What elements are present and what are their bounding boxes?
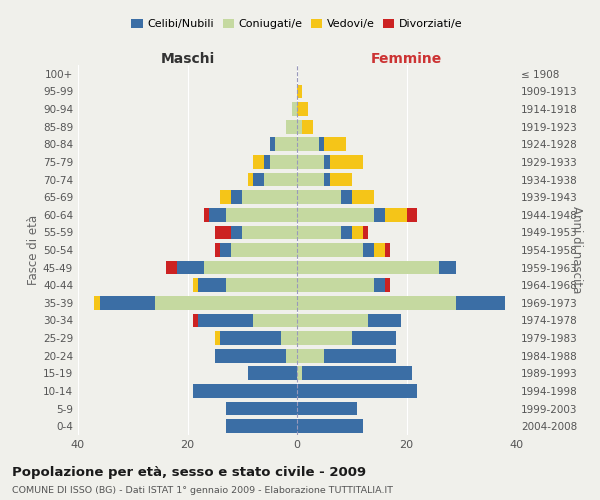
Bar [297, 84, 302, 98]
Bar [362, 226, 368, 239]
Bar [253, 155, 264, 169]
Bar [456, 296, 505, 310]
Bar [297, 102, 308, 116]
Bar [275, 138, 297, 151]
Bar [368, 314, 401, 328]
Bar [297, 384, 418, 398]
Bar [297, 243, 362, 257]
Bar [297, 260, 439, 274]
Y-axis label: Anni di nascita: Anni di nascita [570, 206, 583, 294]
Bar [352, 226, 362, 239]
Bar [232, 226, 242, 239]
Bar [199, 278, 226, 292]
Bar [374, 243, 385, 257]
Bar [220, 331, 281, 345]
Bar [297, 120, 302, 134]
Bar [297, 172, 325, 186]
Bar [232, 243, 297, 257]
Bar [325, 349, 395, 362]
Bar [374, 278, 385, 292]
Bar [264, 172, 297, 186]
Bar [242, 190, 297, 204]
Bar [281, 331, 297, 345]
Bar [253, 172, 264, 186]
Y-axis label: Fasce di età: Fasce di età [27, 215, 40, 285]
Bar [269, 155, 297, 169]
Bar [199, 314, 253, 328]
Bar [297, 366, 302, 380]
Bar [100, 296, 155, 310]
Bar [209, 208, 226, 222]
Bar [232, 190, 242, 204]
Bar [297, 278, 374, 292]
Bar [374, 208, 385, 222]
Bar [248, 366, 297, 380]
Bar [193, 278, 199, 292]
Text: Maschi: Maschi [160, 52, 215, 66]
Bar [385, 278, 390, 292]
Bar [176, 260, 204, 274]
Bar [269, 138, 275, 151]
Bar [325, 155, 330, 169]
Text: Femmine: Femmine [371, 52, 442, 66]
Bar [439, 260, 456, 274]
Bar [297, 155, 325, 169]
Bar [155, 296, 297, 310]
Bar [286, 120, 297, 134]
Bar [215, 349, 286, 362]
Bar [94, 296, 100, 310]
Bar [220, 190, 232, 204]
Bar [302, 366, 412, 380]
Bar [215, 226, 232, 239]
Bar [204, 260, 297, 274]
Bar [193, 384, 297, 398]
Text: Popolazione per età, sesso e stato civile - 2009: Popolazione per età, sesso e stato civil… [12, 466, 366, 479]
Bar [352, 190, 374, 204]
Bar [297, 190, 341, 204]
Bar [297, 402, 357, 415]
Bar [253, 314, 297, 328]
Bar [385, 208, 407, 222]
Bar [286, 349, 297, 362]
Bar [292, 102, 297, 116]
Bar [226, 208, 297, 222]
Bar [226, 402, 297, 415]
Bar [319, 138, 325, 151]
Bar [220, 243, 232, 257]
Bar [407, 208, 418, 222]
Bar [264, 155, 269, 169]
Bar [297, 208, 374, 222]
Bar [297, 420, 362, 433]
Bar [248, 172, 253, 186]
Bar [297, 138, 319, 151]
Text: COMUNE DI ISSO (BG) - Dati ISTAT 1° gennaio 2009 - Elaborazione TUTTITALIA.IT: COMUNE DI ISSO (BG) - Dati ISTAT 1° genn… [12, 486, 393, 495]
Bar [242, 226, 297, 239]
Bar [226, 420, 297, 433]
Bar [385, 243, 390, 257]
Bar [297, 331, 352, 345]
Bar [215, 331, 220, 345]
Bar [166, 260, 176, 274]
Bar [215, 243, 220, 257]
Bar [297, 349, 325, 362]
Legend: Celibi/Nubili, Coniugati/e, Vedovi/e, Divorziati/e: Celibi/Nubili, Coniugati/e, Vedovi/e, Di… [131, 19, 463, 29]
Bar [204, 208, 209, 222]
Bar [302, 120, 313, 134]
Bar [226, 278, 297, 292]
Bar [325, 138, 346, 151]
Bar [297, 296, 456, 310]
Bar [352, 331, 395, 345]
Bar [362, 243, 374, 257]
Bar [193, 314, 199, 328]
Bar [297, 314, 368, 328]
Bar [330, 172, 352, 186]
Bar [297, 226, 341, 239]
Bar [341, 226, 352, 239]
Bar [341, 190, 352, 204]
Bar [330, 155, 363, 169]
Bar [325, 172, 330, 186]
